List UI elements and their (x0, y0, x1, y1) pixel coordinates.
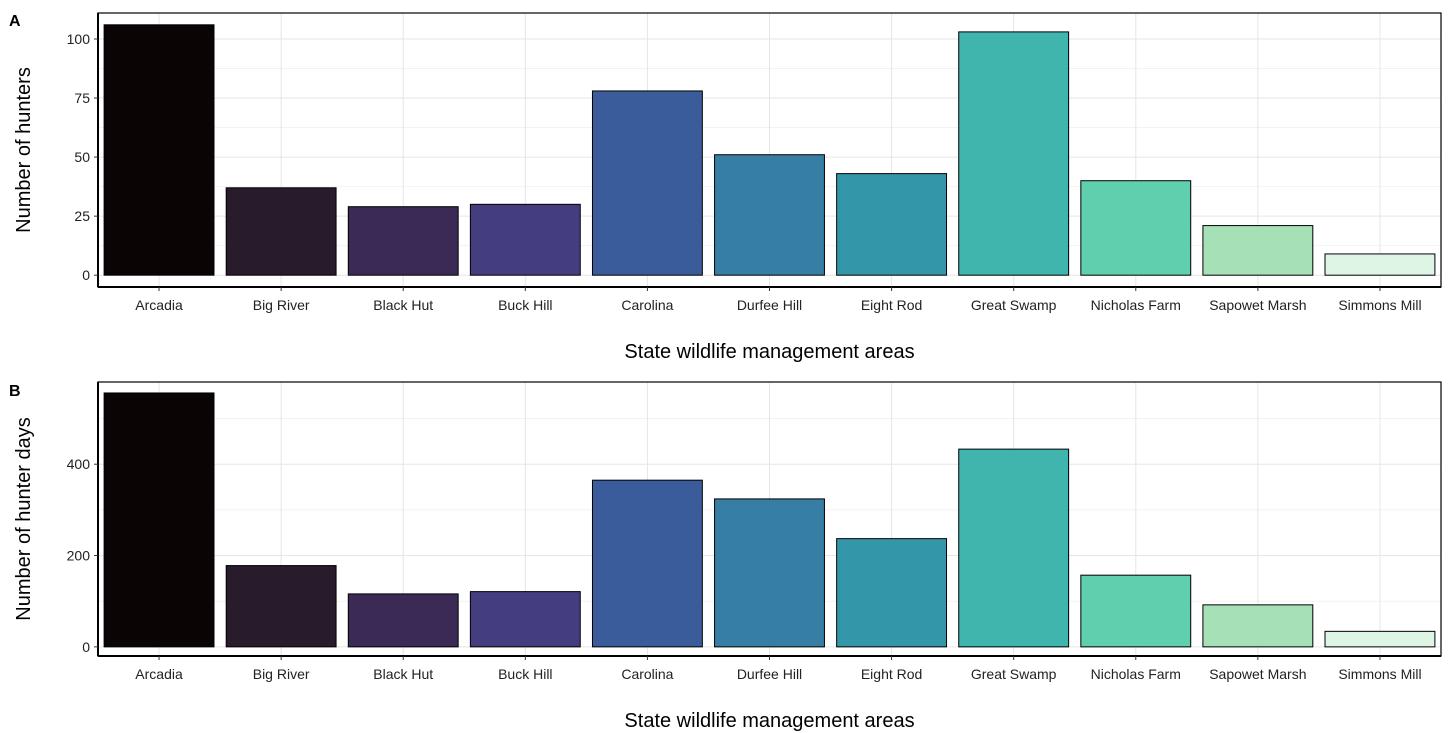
bar-sapowet-marsh (1202, 604, 1314, 648)
bar-eight-rod (836, 173, 948, 276)
x-tick-label: Durfee Hill (737, 297, 802, 313)
y-tick-label: 400 (67, 456, 91, 472)
x-tick-label: Sapowet Marsh (1209, 666, 1306, 682)
chart-panel-a: 0 25 50 75 100 Arcadia Big River Black Hut Buck … (9, 12, 1442, 363)
y-tick-label: 0 (82, 267, 90, 283)
bar-sapowet-marsh (1202, 225, 1314, 276)
panel-letter: B (9, 383, 21, 400)
y-axis-title: Number of hunter days (13, 417, 35, 620)
x-axis-title: State wildlife management areas (624, 341, 914, 363)
y-tick-label: 100 (67, 31, 91, 47)
x-tick-label: Carolina (621, 297, 673, 313)
x-tick-label: Buck Hill (498, 666, 552, 682)
x-tick-label: Sapowet Marsh (1209, 297, 1306, 313)
x-tick-label: Simmons Mill (1338, 666, 1421, 682)
x-tick-label: Nicholas Farm (1091, 297, 1181, 313)
y-tick-label: 0 (82, 639, 90, 655)
bar-durfee-hill (714, 498, 825, 648)
chart-panel-b: 0 200 400 Arcadia Big River Black Hut Buck Hil… (9, 381, 1442, 732)
panel-letter: A (9, 13, 21, 30)
x-tick-label: Buck Hill (498, 297, 552, 313)
y-tick-label: 50 (74, 149, 90, 165)
bar-buck-hill (469, 203, 581, 276)
bar-black-hut (347, 206, 459, 276)
y-tick-label: 25 (74, 208, 90, 224)
bar-nicholas-farm (1080, 180, 1192, 276)
bar-buck-hill (469, 591, 581, 648)
bar-big-river (225, 187, 337, 276)
x-tick-label: Nicholas Farm (1091, 666, 1181, 682)
bar-durfee-hill (714, 154, 825, 276)
bar-big-river (225, 565, 337, 648)
x-tick-label: Simmons Mill (1338, 297, 1421, 313)
bar-eight-rod (836, 538, 948, 648)
x-tick-label: Durfee Hill (737, 666, 802, 682)
x-tick-label: Arcadia (135, 297, 183, 313)
bar-great-swamp (958, 448, 1070, 648)
bar-carolina (591, 90, 703, 276)
bar-black-hut (347, 593, 459, 648)
x-tick-label: Great Swamp (971, 666, 1057, 682)
bar-carolina (591, 479, 703, 648)
x-tick-label: Eight Rod (861, 666, 922, 682)
y-tick-label: 200 (67, 548, 91, 564)
x-tick-label: Carolina (621, 666, 673, 682)
x-tick-label: Big River (253, 666, 310, 682)
x-tick-label: Eight Rod (861, 297, 922, 313)
bar-nicholas-farm (1080, 574, 1192, 648)
x-tick-label: Arcadia (135, 666, 183, 682)
bar-arcadia (103, 24, 215, 276)
x-tick-label: Black Hut (373, 297, 433, 313)
x-tick-label: Black Hut (373, 666, 433, 682)
x-tick-label: Great Swamp (971, 297, 1057, 313)
y-axis-title: Number of hunters (13, 67, 35, 233)
x-axis-title: State wildlife management areas (624, 710, 914, 732)
bar-simmons-mill (1324, 253, 1436, 276)
bar-arcadia (103, 392, 215, 648)
bar-simmons-mill (1324, 630, 1436, 648)
x-tick-label: Big River (253, 297, 310, 313)
bar-great-swamp (958, 31, 1070, 276)
y-tick-label: 75 (74, 90, 90, 106)
